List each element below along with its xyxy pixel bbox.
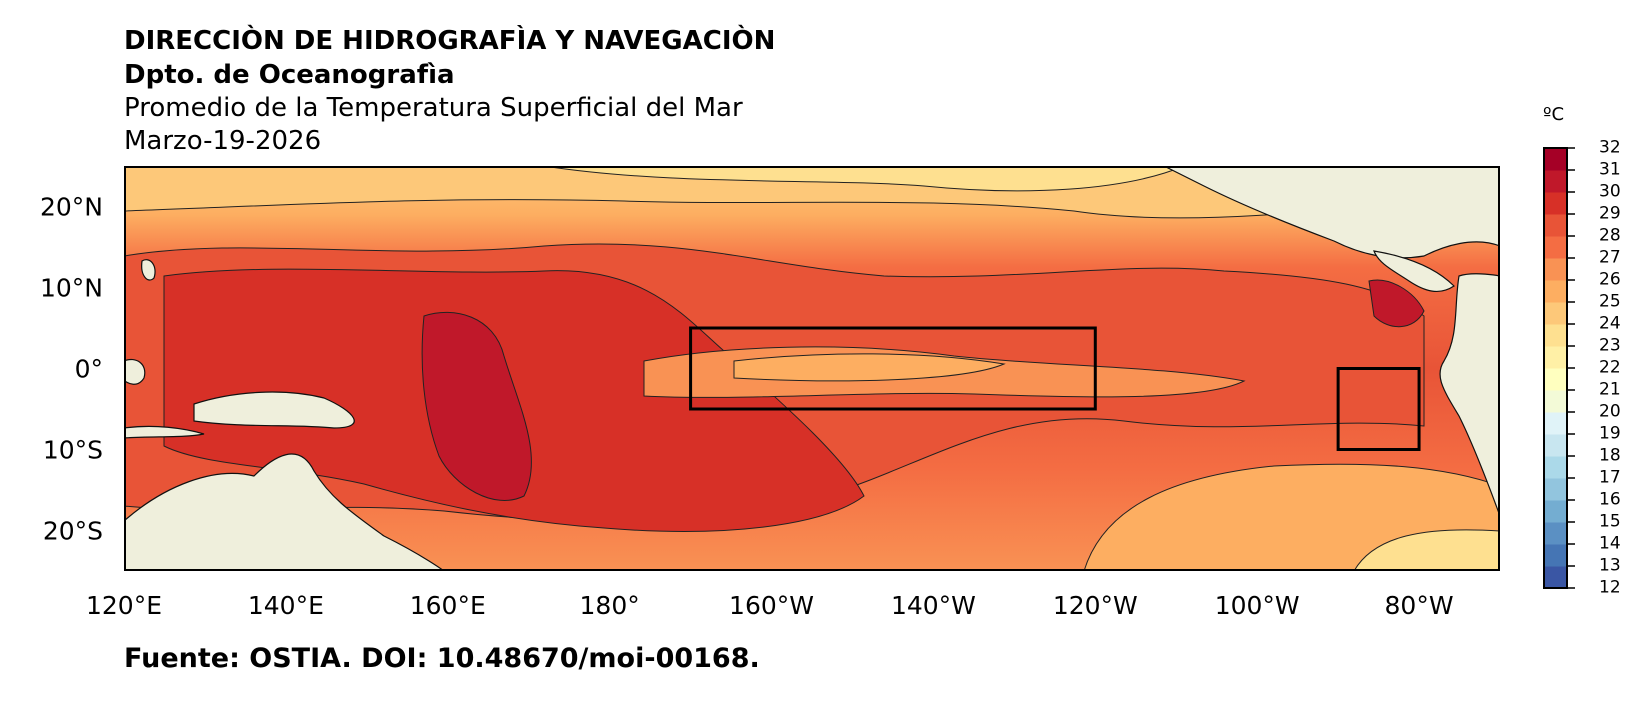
colorbar-tick-label: 29 <box>1599 203 1621 224</box>
colorbar-tick-label: 17 <box>1599 467 1621 488</box>
colorbar-swatch <box>1543 566 1567 589</box>
colorbar-unit: ºC <box>1543 104 1565 125</box>
colorbar-tick-label: 13 <box>1599 555 1621 576</box>
colorbar-tick-label: 30 <box>1599 181 1621 202</box>
lon-tick-label: 160°W <box>729 591 814 620</box>
colorbar-swatch <box>1543 302 1567 325</box>
lon-tick-label: 100°W <box>1214 591 1300 620</box>
colorbar-swatch <box>1543 456 1567 479</box>
colorbar-swatch <box>1543 258 1567 281</box>
sst-north-coolest <box>543 166 1185 192</box>
agency-title: DIRECCIÒN DE HIDROGRAFÌA Y NAVEGACIÒN <box>124 26 776 56</box>
colorbar <box>1543 147 1575 589</box>
colorbar-swatch <box>1543 148 1567 171</box>
colorbar-swatch <box>1543 170 1567 193</box>
colorbar-swatch <box>1543 280 1567 303</box>
nino-regions <box>689 326 1421 451</box>
sst-map <box>124 166 1500 571</box>
colorbar-swatch <box>1543 214 1567 237</box>
land-borneo <box>124 358 146 385</box>
colorbar-swatch <box>1543 434 1567 457</box>
lat-tick-label: 20°N <box>39 192 103 221</box>
colorbar-tick-label: 16 <box>1599 489 1621 510</box>
land-mexico <box>1163 166 1500 259</box>
colorbar-tick-label: 20 <box>1599 401 1621 422</box>
colorbar-swatch <box>1543 544 1567 567</box>
colorbar-tick-label: 12 <box>1599 577 1621 598</box>
lon-tick-label: 180° <box>579 591 640 620</box>
colorbar-tick-label: 32 <box>1599 137 1621 158</box>
data-source: Fuente: OSTIA. DOI: 10.48670/moi-00168. <box>124 643 760 674</box>
sst-contour-30-east <box>1368 279 1425 328</box>
nino-region-box <box>1336 367 1421 451</box>
department-title: Dpto. de Oceanografìa <box>124 60 455 90</box>
land-central-america <box>1373 250 1455 293</box>
map-frame <box>124 166 1500 571</box>
map-date: Marzo-19-2026 <box>124 126 322 156</box>
lon-tick-label: 120°E <box>85 591 163 620</box>
sst-cold-tongue-inner <box>733 353 1006 382</box>
colorbar-swatch <box>1543 478 1567 501</box>
land-sumatra-java <box>124 425 205 439</box>
colorbar-tick-label: 25 <box>1599 291 1621 312</box>
colorbar-swatch <box>1543 412 1567 435</box>
colorbar-swatch <box>1543 390 1567 413</box>
land <box>124 166 1500 571</box>
lon-tick-label: 140°W <box>890 591 976 620</box>
colorbar-tick-label: 21 <box>1599 379 1621 400</box>
lon-tick-label: 120°W <box>1052 591 1138 620</box>
colorbar-swatch <box>1543 368 1567 391</box>
lat-tick-label: 0° <box>74 354 103 383</box>
colorbar-tick-label: 19 <box>1599 423 1621 444</box>
colorbar-tick-label: 23 <box>1599 335 1621 356</box>
map-title: Promedio de la Temperatura Superficial d… <box>124 93 743 123</box>
colorbar-swatch <box>1543 236 1567 259</box>
colorbar-tick-label: 24 <box>1599 313 1621 334</box>
colorbar-tick-label: 14 <box>1599 533 1621 554</box>
colorbar-swatch <box>1543 522 1567 545</box>
colorbar-tick-label: 26 <box>1599 269 1621 290</box>
colorbar-tick-label: 28 <box>1599 225 1621 246</box>
land-philippines <box>141 259 156 281</box>
nino-region-box <box>689 326 1097 411</box>
colorbar-tick-label: 31 <box>1599 159 1621 180</box>
lat-tick-label: 10°S <box>42 435 103 464</box>
colorbar-tick-label: 27 <box>1599 247 1621 268</box>
lon-tick-label: 160°E <box>409 591 486 620</box>
sst-contour-30 <box>421 311 532 501</box>
lat-tick-label: 10°N <box>39 273 103 302</box>
colorbar-swatch <box>1543 500 1567 523</box>
colorbar-swatch <box>1543 324 1567 347</box>
colorbar-tick-label: 15 <box>1599 511 1621 532</box>
colorbar-swatch <box>1543 346 1567 369</box>
colorbar-swatch <box>1543 192 1567 215</box>
colorbar-tick-label: 18 <box>1599 445 1621 466</box>
lat-tick-label: 20°S <box>42 516 103 545</box>
land-new-guinea <box>193 391 355 429</box>
land-australia <box>124 453 446 571</box>
colorbar-tick-label: 22 <box>1599 357 1621 378</box>
lon-tick-label: 140°E <box>247 591 324 620</box>
lon-tick-label: 80°W <box>1384 591 1454 620</box>
